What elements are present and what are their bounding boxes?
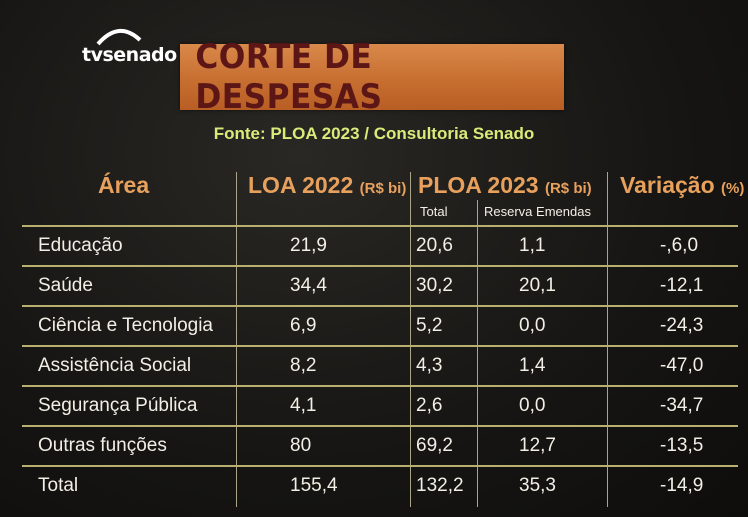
table-row: Saúde 34,4 30,2 20,1 -12,1 [0, 266, 748, 306]
header-ploa-unit: (R$ bi) [544, 180, 592, 197]
row-divider [22, 345, 738, 347]
cell-loa: 34,4 [290, 275, 327, 296]
cell-ploa-total: 2,6 [416, 395, 443, 416]
cell-ploa-total: 30,2 [416, 275, 453, 296]
cell-ploa-reserva: 1,4 [519, 355, 546, 376]
cell-area: Assistência Social [38, 355, 192, 376]
page-title: CORTE DE DESPESAS [195, 37, 383, 117]
table-row: Ciência e Tecnologia 6,9 5,2 0,0 -24,3 [0, 306, 748, 346]
table-row-total: Total 155,4 132,2 35,3 -14,9 [0, 466, 748, 506]
header-loa: LOA 2022 (R$ bi) [248, 172, 407, 198]
cell-ploa-total: 20,6 [416, 235, 453, 256]
cell-variacao: -34,7 [660, 395, 704, 416]
header-area: Área [98, 172, 150, 198]
column-divider [236, 172, 237, 507]
table-row: Educação 21,9 20,6 1,1 -,6,0 [0, 226, 748, 266]
table-row: Assistência Social 8,2 4,3 1,4 -47,0 [0, 346, 748, 386]
cell-variacao: -13,5 [660, 435, 704, 456]
row-divider [22, 305, 738, 307]
row-divider [22, 425, 738, 427]
column-divider [477, 200, 478, 507]
cell-ploa-reserva: 12,7 [519, 435, 556, 456]
cell-loa: 6,9 [290, 315, 317, 336]
header-ploa-reserva: Reserva Emendas [484, 204, 591, 219]
cell-area: Educação [38, 235, 123, 256]
cell-ploa-total: 69,2 [416, 435, 453, 456]
logo-arc-icon [96, 29, 142, 46]
cell-area: Segurança Pública [38, 395, 198, 416]
cell-variacao: -12,1 [660, 275, 704, 296]
header-ploa-total: Total [420, 204, 448, 219]
cell-area: Ciência e Tecnologia [38, 315, 213, 336]
cell-loa: 155,4 [290, 475, 338, 496]
header-loa-unit: (R$ bi) [359, 180, 407, 197]
cell-variacao: -,6,0 [660, 235, 699, 256]
cell-variacao: -24,3 [660, 315, 704, 336]
cell-variacao: -47,0 [660, 355, 704, 376]
column-divider [607, 172, 608, 507]
row-divider [22, 225, 738, 227]
cell-ploa-total: 132,2 [416, 475, 464, 496]
tvsenado-logo: tvsenado [82, 29, 177, 66]
cell-variacao: -14,9 [660, 475, 704, 496]
cell-loa: 4,1 [290, 395, 317, 416]
row-divider [22, 385, 738, 387]
cell-loa: 21,9 [290, 235, 327, 256]
table-row: Segurança Pública 4,1 2,6 0,0 -34,7 [0, 386, 748, 426]
cell-ploa-total: 5,2 [416, 315, 443, 336]
row-divider [22, 265, 738, 267]
column-divider [410, 172, 411, 507]
cell-ploa-total: 4,3 [416, 355, 443, 376]
header-variacao: Variação (%) [620, 172, 745, 198]
table-row: Outras funções 80 69,2 12,7 -13,5 [0, 426, 748, 466]
source-caption: Fonte: PLOA 2023 / Consultoria Senado [213, 124, 535, 143]
title-banner: CORTE DE DESPESAS [180, 37, 564, 117]
cell-area: Outras funções [38, 435, 167, 456]
cell-ploa-reserva: 20,1 [519, 275, 556, 296]
cell-ploa-reserva: 1,1 [519, 235, 546, 256]
logo-text: tvsenado [82, 44, 177, 66]
cell-loa: 80 [290, 435, 312, 456]
cell-ploa-reserva: 35,3 [519, 475, 556, 496]
row-divider [22, 465, 738, 467]
cell-area: Total [38, 475, 79, 496]
cell-area: Saúde [38, 275, 93, 296]
header-ploa: PLOA 2023 (R$ bi) [418, 172, 592, 198]
cell-ploa-reserva: 0,0 [519, 315, 546, 336]
cell-ploa-reserva: 0,0 [519, 395, 546, 416]
cell-loa: 8,2 [290, 355, 317, 376]
header-variacao-unit: (%) [721, 180, 745, 197]
